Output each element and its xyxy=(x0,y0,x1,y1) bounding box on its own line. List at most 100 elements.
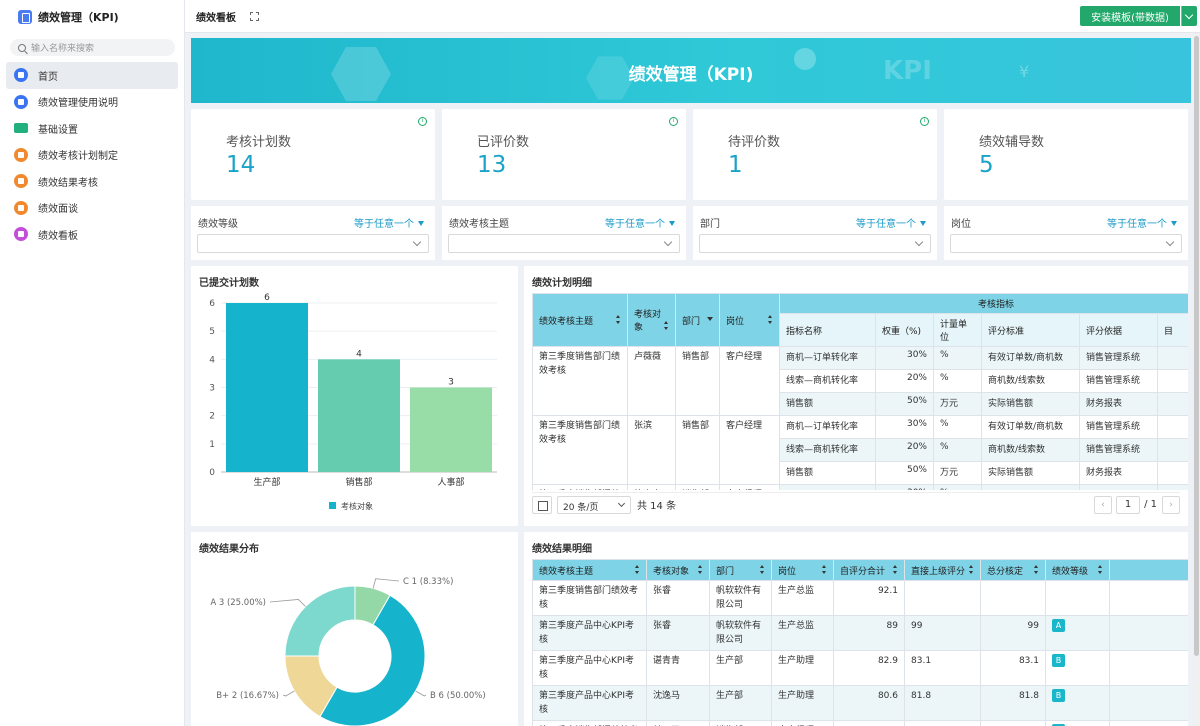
y-tick-label: 3 xyxy=(209,384,215,394)
table-row[interactable]: 第三季度产品中心KPI考核 谌青青 生产部 生产助理 82.9 83.1 83.1 B xyxy=(532,650,1188,686)
nav-item[interactable]: 绩效面谈 xyxy=(6,195,178,222)
table-row[interactable]: 第三季度销售部门绩效考核 卢薇薇 销售部 客户经理 商机—订单转化率 30%% 有效订单数/… xyxy=(532,346,1188,416)
table-cell: 第三季度产品中心KPI考核 xyxy=(532,685,647,721)
hexagon-decoration-icon xyxy=(331,47,391,101)
table-cell: 销售管理系统 xyxy=(1079,484,1158,490)
filter-operator[interactable]: 等于任意一个 xyxy=(1107,215,1177,230)
table-cell: 第三季度销售部门绩效考核 xyxy=(532,415,628,485)
sub-column-header: 指标名称 xyxy=(779,313,876,347)
filter-operator[interactable]: 等于任意一个 xyxy=(354,215,424,230)
column-header[interactable]: 绩效考核主题 xyxy=(532,293,628,347)
page-scrollbar-thumb[interactable] xyxy=(1194,36,1199,656)
table-cell: 沈逸马 xyxy=(646,685,710,721)
column-header[interactable]: 总分核定 xyxy=(980,559,1046,581)
stat-card: 绩效辅导数 5 xyxy=(944,109,1188,200)
table-cell: 张睿 xyxy=(646,615,710,651)
sort-icon[interactable] xyxy=(822,564,827,574)
table-row[interactable]: 第三季度销售部门绩效考核单一平销售部客户经理90.290.590.5A xyxy=(532,720,1188,726)
sort-icon[interactable] xyxy=(1034,564,1039,574)
grade-badge: A xyxy=(1052,724,1065,726)
pie-label-line xyxy=(282,690,295,697)
search-placeholder: 输入名称来搜索 xyxy=(31,44,95,54)
column-header[interactable]: 部门 xyxy=(675,293,720,347)
info-icon[interactable]: i xyxy=(418,117,427,126)
table-cell: 50% xyxy=(875,392,934,416)
column-header[interactable]: 部门 xyxy=(709,559,772,581)
table-row[interactable]: 线索—商机转化率 20%% 商机数/线索数 销售管理系统 xyxy=(533,438,1188,462)
page-count: / 1 xyxy=(1144,499,1157,510)
page-size-select[interactable]: 20 条/页 xyxy=(557,495,631,514)
sort-icon[interactable] xyxy=(969,564,974,574)
grade-badge: B xyxy=(1052,654,1065,667)
prev-page-button[interactable]: ‹ xyxy=(1094,495,1113,514)
column-header[interactable]: 考核对象 xyxy=(646,559,710,581)
table-row[interactable]: 第三季度销售部门绩效考核 张睿 帆软软件有限公司 生产总监 92.1 xyxy=(532,580,1188,616)
x-tick-label: 生产部 xyxy=(253,476,280,488)
filter-select[interactable] xyxy=(197,234,429,253)
column-header[interactable]: 直接上级评分 xyxy=(904,559,981,581)
pie-chart-panel: 绩效结果分布 C 1 (8.33%) B 6 (50.00%) B+ 2 (16.6… xyxy=(191,532,518,726)
table-row[interactable]: 第三季度产品中心KPI考核 沈逸马 生产部 生产助理 80.6 81.8 81.8 B xyxy=(532,685,1188,721)
page-number-input[interactable]: 1 xyxy=(1116,495,1141,514)
table-row[interactable]: 第三季度产品中心KPI考核 张睿 帆软软件有限公司 生产总监 89 99 99 A xyxy=(532,615,1188,651)
table-cell: 商机数/线索数 xyxy=(981,438,1080,462)
donut-chart: C 1 (8.33%) B 6 (50.00%) B+ 2 (16.67%) A 3 … xyxy=(210,577,486,726)
table-cell xyxy=(1156,484,1188,490)
table-cell: 销售额 xyxy=(779,392,876,416)
result-table-scroll[interactable]: 绩效考核主题 考核对象 部门 岗位 自评分合计 直接上级评分 总分核定 绩效等级 第三季度销售部… xyxy=(532,559,1188,726)
bar-value-label: 6 xyxy=(264,293,270,303)
search-icon xyxy=(18,43,26,52)
filter-operator-label: 等于任意一个 xyxy=(856,219,916,230)
sort-icon[interactable] xyxy=(664,321,669,330)
filter-operator[interactable]: 等于任意一个 xyxy=(605,215,675,230)
filter-select[interactable] xyxy=(699,234,931,253)
document-icon xyxy=(14,174,28,189)
search-input[interactable]: 输入名称来搜索 xyxy=(10,39,175,56)
nav-item[interactable]: 基础设置 xyxy=(6,115,178,142)
install-dropdown-chevron-icon[interactable] xyxy=(1181,6,1197,26)
legend-swatch xyxy=(329,502,336,509)
nav-item[interactable]: 绩效考核计划制定 xyxy=(6,142,178,169)
filter-select[interactable] xyxy=(448,234,680,253)
sort-icon[interactable] xyxy=(893,564,898,574)
table-cell xyxy=(1109,650,1188,686)
info-icon[interactable]: i xyxy=(920,117,929,126)
filter-icon[interactable] xyxy=(707,316,713,321)
table-cell: 有效订单数/商机数 xyxy=(981,415,1080,439)
column-header[interactable]: 绩效等级 xyxy=(1045,559,1110,581)
sort-icon[interactable] xyxy=(616,314,621,324)
column-header[interactable]: 绩效考核主题 xyxy=(532,559,647,581)
result-table-title: 绩效结果明细 xyxy=(532,544,592,555)
column-header[interactable]: 岗位 xyxy=(719,293,780,347)
nav-item[interactable]: 首页 xyxy=(6,62,178,89)
column-settings-icon[interactable] xyxy=(532,495,552,514)
nav-item[interactable]: 绩效看板 xyxy=(6,221,178,248)
column-header[interactable]: 岗位 xyxy=(771,559,834,581)
install-template-button[interactable]: 安装模板(带数据) xyxy=(1080,6,1180,26)
sort-icon[interactable] xyxy=(1098,564,1103,574)
table-cell xyxy=(1156,369,1188,393)
filter-card: 岗位 等于任意一个 xyxy=(944,206,1188,260)
nav-item[interactable]: 绩效管理使用说明 xyxy=(6,89,178,116)
filter-select[interactable] xyxy=(950,234,1182,253)
info-icon[interactable]: i xyxy=(669,117,678,126)
table-cell: 客户经理 xyxy=(771,720,834,726)
next-page-button[interactable]: › xyxy=(1162,495,1180,514)
sort-icon[interactable] xyxy=(635,564,640,574)
table-cell: 90.5 xyxy=(980,720,1046,726)
table-row[interactable]: 第三季度销售部门绩效考核简小文销售部客户经理商机—订单转化率30%%有效订单数/… xyxy=(532,484,1188,490)
filter-label: 岗位 xyxy=(951,219,971,230)
plan-table-scroll[interactable]: 绩效考核主题 考核对象 部门 岗位 考核指标 指标名称 权重（%) 计量单位 评分标准 评分依据目… xyxy=(532,293,1188,490)
filter-operator[interactable]: 等于任意一个 xyxy=(856,215,926,230)
fullscreen-icon[interactable] xyxy=(250,11,259,21)
sort-icon[interactable] xyxy=(768,314,773,324)
sort-icon[interactable] xyxy=(760,564,765,574)
column-header[interactable]: 自评分合计 xyxy=(833,559,905,581)
top-bar: 绩效看板 安装模板(带数据) xyxy=(185,0,1200,33)
nav-menu: 首页 绩效管理使用说明 基础设置 绩效考核计划制定 绩效结果考核 绩效面谈 绩效看板 xyxy=(0,62,184,248)
table-row[interactable]: 第三季度销售部门绩效考核 张滨 销售部 客户经理 商机—订单转化率 30%% 有效订单数/商… xyxy=(532,415,1188,485)
column-header[interactable]: 考核对象 xyxy=(627,293,676,347)
sort-icon[interactable] xyxy=(698,564,703,574)
table-cell: 生产部 xyxy=(709,650,772,686)
nav-item[interactable]: 绩效结果考核 xyxy=(6,168,178,195)
